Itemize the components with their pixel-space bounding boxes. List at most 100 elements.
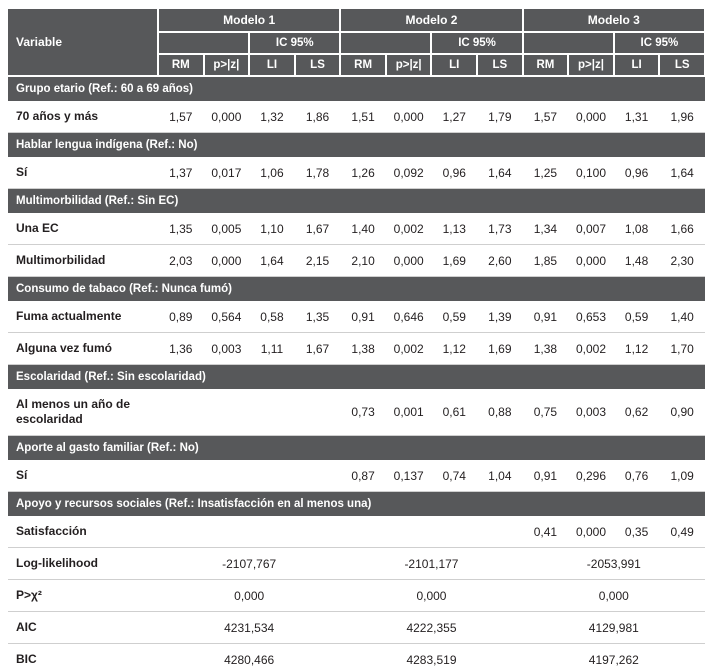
section-title: Multimorbilidad (Ref.: Sin EC)	[8, 188, 705, 213]
table-row: 70 años y más 1,57 0,000 1,32 1,86 1,51 …	[8, 101, 705, 133]
table-row: Satisfacción 0,41 0,000 0,35 0,49	[8, 516, 705, 548]
cell-m3-rm: 0,91	[522, 460, 569, 492]
table-row: Al menos un año de escolaridad 0,73 0,00…	[8, 389, 705, 436]
cell-m1-ls: 2,15	[294, 244, 341, 277]
cell-m1-p: 0,017	[203, 157, 250, 189]
cell-m3-value: 0,000	[522, 579, 705, 612]
cell-m2-ls	[477, 516, 523, 548]
cell-m1-li: 0,58	[249, 301, 295, 333]
cell-m3-value: -2053,991	[522, 547, 705, 580]
cell-m2-rm: 1,51	[340, 101, 386, 133]
cell-m2-li: 1,13	[431, 213, 478, 245]
table-row-aic: AIC 4231,534 4222,355 4129,981	[8, 611, 705, 644]
col-header-ls: LS	[293, 53, 342, 77]
cell-m3-p: 0,296	[568, 460, 614, 492]
row-label: BIC	[8, 643, 158, 672]
cell-m3-p: 0,653	[568, 301, 614, 333]
cell-m1-rm: 0,89	[158, 301, 204, 333]
cell-m1-p: 0,005	[203, 213, 250, 245]
cell-m3-value: 4197,262	[522, 643, 705, 672]
cell-m1-ls: 1,67	[294, 332, 341, 365]
cell-m2-li: 1,27	[431, 101, 478, 133]
spacer-cell	[156, 31, 251, 55]
cell-m1-li	[249, 516, 295, 548]
cell-m3-ls: 1,66	[659, 213, 705, 245]
cell-m2-rm: 1,26	[340, 157, 386, 189]
row-label: 70 años y más	[8, 101, 158, 133]
cell-m1-li: 1,32	[249, 101, 295, 133]
cell-m2-p: 0,092	[385, 157, 432, 189]
section-header-row: Hablar lengua indígena (Ref.: No)	[8, 132, 705, 157]
col-header-p: p>|z|	[202, 53, 251, 77]
cell-m2-li	[431, 516, 478, 548]
col-header-ls: LS	[476, 53, 524, 77]
cell-m3-rm: 0,75	[522, 389, 569, 436]
cell-m3-li: 0,76	[613, 460, 660, 492]
cell-m3-p: 0,007	[568, 213, 614, 245]
cell-m1-ls: 1,35	[294, 301, 341, 333]
cell-m3-ls: 0,49	[659, 516, 705, 548]
cell-m3-p: 0,000	[568, 516, 614, 548]
row-label: AIC	[8, 611, 158, 644]
cell-m1-p: 0,564	[203, 301, 250, 333]
cell-m1-p: 0,003	[203, 332, 250, 365]
cell-m1-value: 4280,466	[158, 643, 341, 672]
col-header-li: LI	[248, 53, 296, 77]
model-2-header: Modelo 2	[339, 9, 524, 33]
table-row-bic: BIC 4280,466 4283,519 4197,262	[8, 643, 705, 672]
cell-m3-p: 0,100	[568, 157, 614, 189]
cell-m3-ls: 1,64	[659, 157, 705, 189]
cell-m1-li	[249, 460, 295, 492]
row-label: Alguna vez fumó	[8, 332, 158, 365]
cell-m2-li: 0,74	[431, 460, 478, 492]
cell-m3-li: 0,35	[613, 516, 660, 548]
cell-m2-li: 0,59	[431, 301, 478, 333]
cell-m1-rm: 1,57	[158, 101, 204, 133]
row-label: Fuma actualmente	[8, 301, 158, 333]
cell-m2-p: 0,002	[385, 332, 432, 365]
cell-m1-p: 0,000	[203, 244, 250, 277]
cell-m2-li: 0,96	[431, 157, 478, 189]
cell-m1-value: 0,000	[158, 579, 341, 612]
cell-m2-li: 1,12	[431, 332, 478, 365]
table-row-loglikelihood: Log-likelihood -2107,767 -2101,177 -2053…	[8, 547, 705, 580]
table-row: Fuma actualmente 0,89 0,564 0,58 1,35 0,…	[8, 301, 705, 333]
cell-m2-rm: 1,38	[340, 332, 386, 365]
table-row: Alguna vez fumó 1,36 0,003 1,11 1,67 1,3…	[8, 332, 705, 365]
cell-m3-rm: 0,91	[522, 301, 569, 333]
model-3-header: Modelo 3	[521, 9, 707, 33]
cell-m1-rm: 1,35	[158, 213, 204, 245]
cell-m1-ls: 1,78	[294, 157, 341, 189]
table-row: Multimorbilidad 2,03 0,000 1,64 2,15 2,1…	[8, 244, 705, 277]
cell-m2-p: 0,001	[385, 389, 432, 436]
cell-m2-ls: 1,04	[477, 460, 523, 492]
cell-m2-rm: 2,10	[340, 244, 386, 277]
cell-m2-rm: 1,40	[340, 213, 386, 245]
cell-m3-ls: 2,30	[659, 244, 705, 277]
cell-m2-p: 0,137	[385, 460, 432, 492]
stat-header-row: RM p>|z| LI LS RM p>|z| LI LS RM p>|z| L…	[8, 53, 706, 77]
cell-m2-rm: 0,87	[340, 460, 386, 492]
section-header-row: Multimorbilidad (Ref.: Sin EC)	[8, 188, 705, 213]
cell-m1-li: 1,10	[249, 213, 295, 245]
row-label: Log-likelihood	[8, 547, 158, 580]
cell-m3-li: 0,59	[613, 301, 660, 333]
cell-m3-rm: 1,34	[522, 213, 569, 245]
cell-m1-rm	[158, 516, 204, 548]
cell-m2-ls: 1,69	[477, 332, 523, 365]
cell-m1-li: 1,11	[249, 332, 295, 365]
section-header-row: Apoyo y recursos sociales (Ref.: Insatis…	[8, 491, 705, 516]
cell-m3-p: 0,000	[568, 244, 614, 277]
cell-m1-value: -2107,767	[158, 547, 341, 580]
col-header-ls: LS	[658, 53, 706, 77]
cell-m2-p: 0,002	[385, 213, 432, 245]
row-label: Sí	[8, 460, 158, 492]
cell-m2-li: 1,69	[431, 244, 478, 277]
cell-m3-li: 1,31	[613, 101, 660, 133]
cell-m1-rm	[158, 389, 204, 436]
row-label: Una EC	[8, 213, 158, 245]
col-header-li: LI	[612, 53, 661, 77]
cell-m2-value: 4283,519	[340, 643, 523, 672]
cell-m1-rm: 1,37	[158, 157, 204, 189]
